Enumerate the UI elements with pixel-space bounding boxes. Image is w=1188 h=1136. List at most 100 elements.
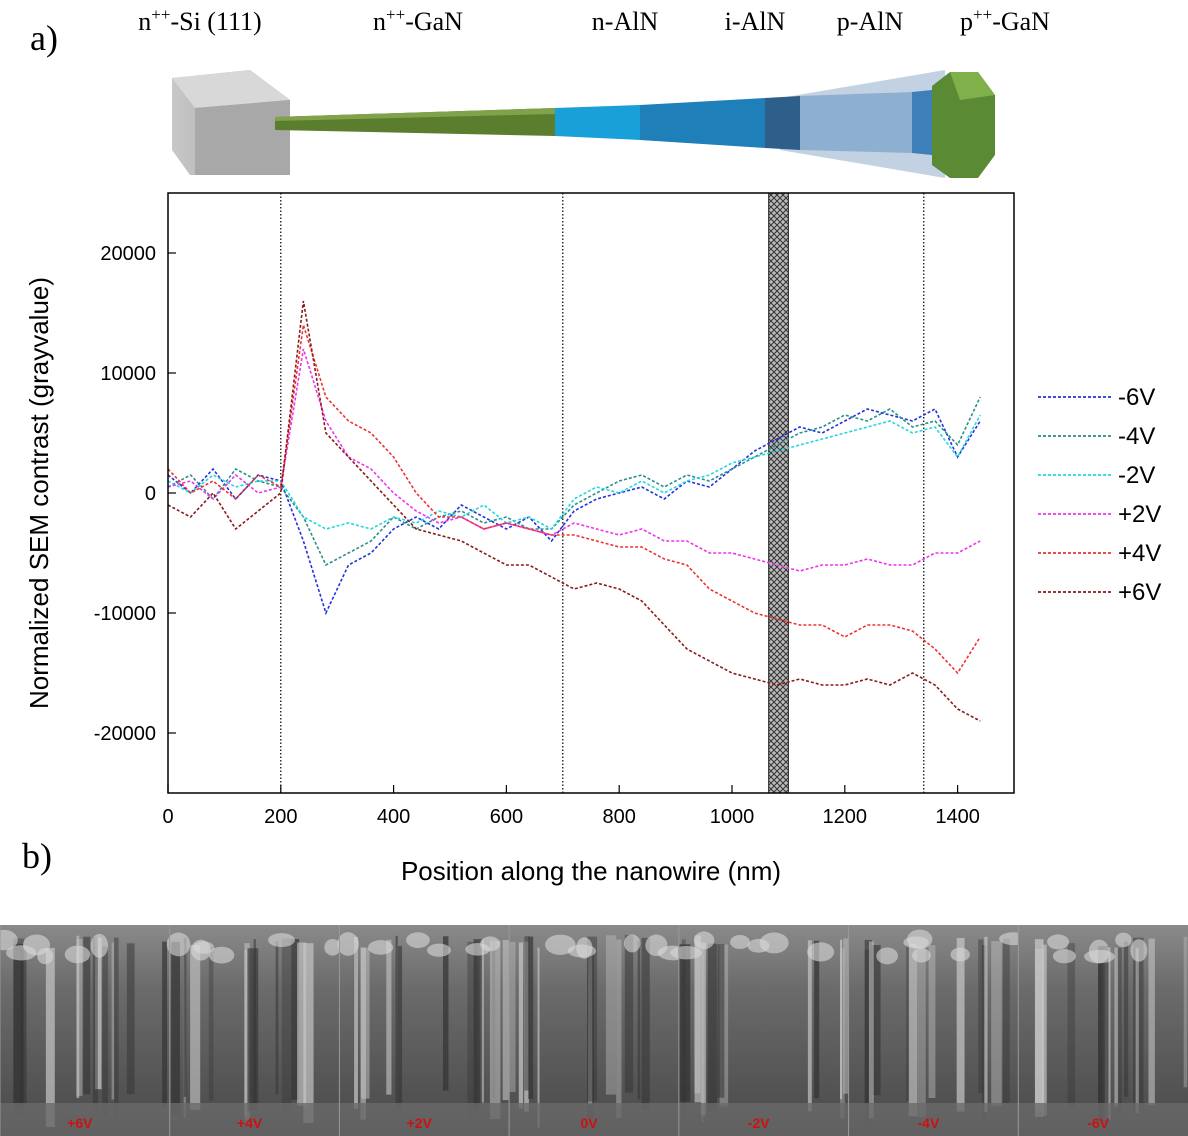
series-line [167,300,981,722]
layer-text: i-AlN [725,7,786,36]
sem-wire [281,938,292,1114]
layer-text: n-AlN [592,7,659,36]
sem-wire [275,941,279,1095]
sem-tip [876,947,899,965]
sem-tip [427,943,451,957]
sem-wire [162,941,168,1107]
x-tick-label: 0 [162,806,173,828]
series-line [167,407,981,616]
sem-tip [645,934,668,957]
sem-wire [208,946,214,1101]
sem-wire [354,937,358,1109]
sem-wire [679,944,691,1102]
sem-substrate [339,1103,510,1136]
legend-label: -2V [1118,462,1155,489]
series-line [167,414,981,531]
layer-sup: ++ [386,5,405,24]
sem-tip [37,947,54,965]
sem-wire [1003,938,1010,1104]
sem-wire [928,945,936,1099]
sem-wire [114,937,119,1118]
sem-substrate [509,1103,679,1136]
sem-tip [90,933,109,958]
sem-wire [624,935,634,1093]
sem-wire [528,936,534,1099]
layer-label: i-AlN [725,7,786,36]
sem-label: +6V [67,1115,93,1131]
sem-wire [840,939,843,1100]
layer-sup: ++ [973,5,992,24]
x-tick-label: 800 [603,806,636,828]
sem-wire [906,945,910,1101]
sem-tip [807,942,835,962]
series-line [167,396,981,567]
sem-wire [509,941,516,1092]
sem-label: +2V [407,1115,433,1131]
sem-wire [681,939,686,1120]
layer-label: n++-GaN [373,5,463,36]
sem-wire [814,940,820,1099]
sem-wire [386,939,392,1095]
sem-tip [912,948,931,963]
layer-label: n-AlN [592,7,659,36]
layer-text: -Si (111) [170,7,261,36]
sem-wire [1035,948,1045,1111]
sem-wire [126,943,135,1095]
legend-label: +4V [1118,540,1161,567]
sem-wire [360,947,366,1120]
sem-wire [991,941,1002,1107]
sem-tip [191,939,211,961]
layer-text: p-AlN [837,7,904,36]
sem-wire [524,941,529,1112]
sem-wire [1067,943,1076,1108]
y-tick-label: 10000 [100,363,156,385]
layer-label: n++-Si (111) [138,5,261,36]
sem-substrate [0,1103,170,1136]
sem-wire [1116,947,1122,1116]
layer-text: -GaN [405,7,463,36]
sem-wire [171,941,180,1114]
sem-wire [502,940,511,1101]
sem-wire [537,947,540,1128]
sem-wire [92,937,98,1111]
sem-wire [956,937,965,1112]
sem-wire [700,942,706,1116]
sem-wire [442,936,449,1091]
sem-wire [397,945,403,1111]
sem-strip: +6V +4V +2V 0V -2V -4V -6V [0,925,1188,1136]
y-tick-label: -20000 [94,723,156,745]
sem-tip [208,946,235,964]
nanowire-illustration [172,70,995,178]
sem-tip [324,938,341,956]
sem-wire [978,939,984,1094]
sem-label: -4V [918,1115,940,1131]
x-tick-label: 600 [490,806,523,828]
sem-tip [747,938,770,953]
sem-wire [303,943,314,1123]
sem-wire [111,942,115,1100]
sem-wire [473,939,482,1107]
x-tick-label: 1200 [823,806,868,828]
sem-tip [1084,949,1115,964]
sem-tip [545,934,576,955]
sem-wire [83,936,91,1095]
y-axis-title: Normalized SEM contrast (grayvalue) [24,277,54,709]
sem-wire [480,940,484,1103]
sem-wire [190,944,201,1110]
sem-tip [950,947,970,962]
sem-wire [707,943,717,1112]
panel-label: a) [30,18,58,58]
sem-substrate [678,1103,849,1136]
sem-wire [244,949,248,1117]
sem-wire [908,943,917,1117]
sem-substrate [169,1103,340,1136]
sem-tip [1047,934,1070,950]
sem-wire [1114,947,1119,1107]
sem-wire [1042,944,1047,1116]
sem-wire [605,935,617,1095]
sem-wire [871,945,881,1096]
sem-tip [465,942,490,956]
x-tick-label: 200 [264,806,297,828]
sem-wire [1123,941,1129,1097]
